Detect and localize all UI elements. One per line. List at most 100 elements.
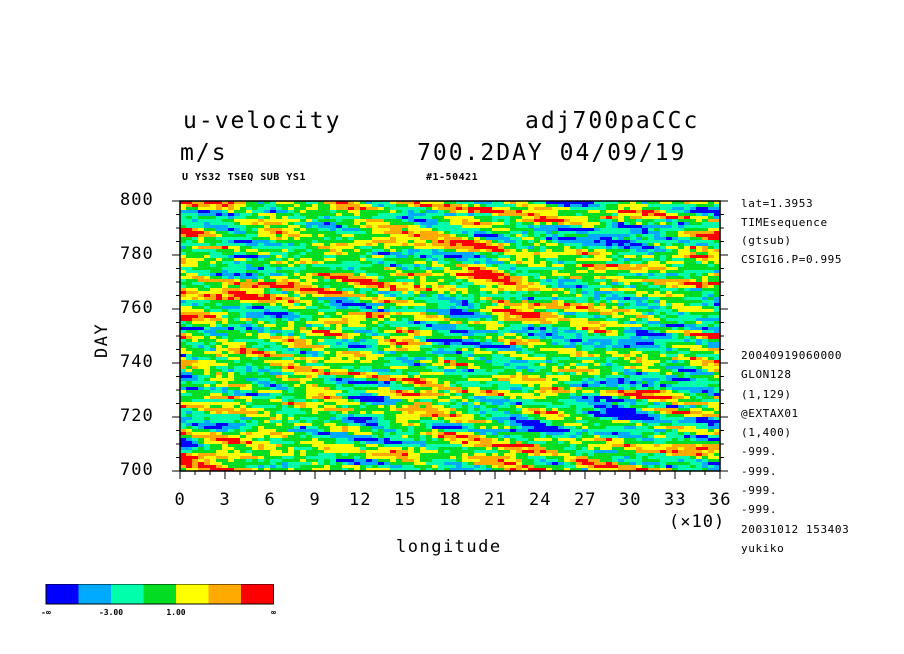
heatmap-cell [384,351,391,355]
heatmap-cell [240,246,247,250]
heatmap-cell [708,291,715,295]
heatmap-cell [450,261,457,265]
heatmap-cell [708,324,715,328]
heatmap-cell [474,273,481,277]
heatmap-cell [252,303,259,307]
heatmap-cell [678,261,685,265]
heatmap-cell [384,345,391,349]
heatmap-cell [510,237,517,241]
heatmap-cell [624,360,631,364]
heatmap-cell [564,294,571,298]
heatmap-cell [288,333,295,337]
heatmap-cell [504,327,511,331]
heatmap-cell [192,201,199,205]
heatmap-cell [462,213,469,217]
heatmap-cell [504,300,511,304]
heatmap-cell [666,291,673,295]
heatmap-cell [624,279,631,283]
heatmap-cell [372,216,379,220]
heatmap-cell [534,345,541,349]
heatmap-cell [252,231,259,235]
heatmap-cell [492,207,499,211]
heatmap-cell [390,210,397,214]
heatmap-cell [684,318,691,322]
heatmap-cell [282,318,289,322]
heatmap-cell [714,258,721,262]
heatmap-cell [636,255,643,259]
heatmap-cell [576,336,583,340]
heatmap-cell [312,294,319,298]
heatmap-cell [444,288,451,292]
heatmap-cell [438,336,445,340]
heatmap-cell [672,306,679,310]
heatmap-cell [336,312,343,316]
heatmap-cell [294,234,301,238]
heatmap-cell [204,207,211,211]
heatmap-cell [324,234,331,238]
heatmap-cell [588,351,595,355]
heatmap-cell [240,288,247,292]
heatmap-cell [396,243,403,247]
heatmap-cell [252,291,259,295]
heatmap-cell [516,306,523,310]
heatmap-cell [618,339,625,343]
heatmap-cell [186,228,193,232]
heatmap-cell [270,312,277,316]
heatmap-cell [498,288,505,292]
heatmap-cell [666,240,673,244]
heatmap-cell [546,240,553,244]
heatmap-cell [282,234,289,238]
heatmap-cell [390,228,397,232]
heatmap-cell [366,216,373,220]
heatmap-cell [180,273,187,277]
heatmap-cell [654,315,661,319]
heatmap-cell [558,267,565,271]
heatmap-cell [486,246,493,250]
heatmap-cell [258,243,265,247]
heatmap-cell [636,219,643,223]
heatmap-cell [246,354,253,358]
heatmap-cell [678,258,685,262]
heatmap-cell [192,228,199,232]
heatmap-cell [360,318,367,322]
heatmap-cell [252,279,259,283]
heatmap-cell [258,228,265,232]
heatmap-cell [306,261,313,265]
heatmap-cell [318,249,325,253]
heatmap-cell [570,291,577,295]
heatmap-cell [702,285,709,289]
heatmap-cell [372,318,379,322]
heatmap-cell [402,330,409,334]
heatmap-cell [240,249,247,253]
heatmap-cell [696,339,703,343]
sub-left-label: U YS32 TSEQ SUB YS1 [182,172,306,183]
heatmap-cell [348,309,355,313]
heatmap-cell [618,321,625,325]
heatmap-cell [684,282,691,286]
heatmap-cell [396,324,403,328]
heatmap-cell [552,342,559,346]
heatmap-cell [210,324,217,328]
heatmap-cell [594,270,601,274]
heatmap-cell [462,300,469,304]
heatmap-cell [264,291,271,295]
heatmap-cell [282,303,289,307]
heatmap-cell [450,216,457,220]
heatmap-cell [480,237,487,241]
heatmap-cell [594,252,601,256]
heatmap-cell [192,258,199,262]
heatmap-cell [654,204,661,208]
heatmap-cell [390,261,397,265]
heatmap-cell [540,291,547,295]
heatmap-cell [384,312,391,316]
heatmap-cell [318,264,325,268]
heatmap-cell [570,327,577,331]
heatmap-cell [696,312,703,316]
heatmap-cell [678,333,685,337]
heatmap-cell [420,336,427,340]
heatmap-cell [414,354,421,358]
heatmap-cell [534,336,541,340]
heatmap-cell [564,351,571,355]
heatmap-cell [222,252,229,256]
heatmap-cell [630,300,637,304]
